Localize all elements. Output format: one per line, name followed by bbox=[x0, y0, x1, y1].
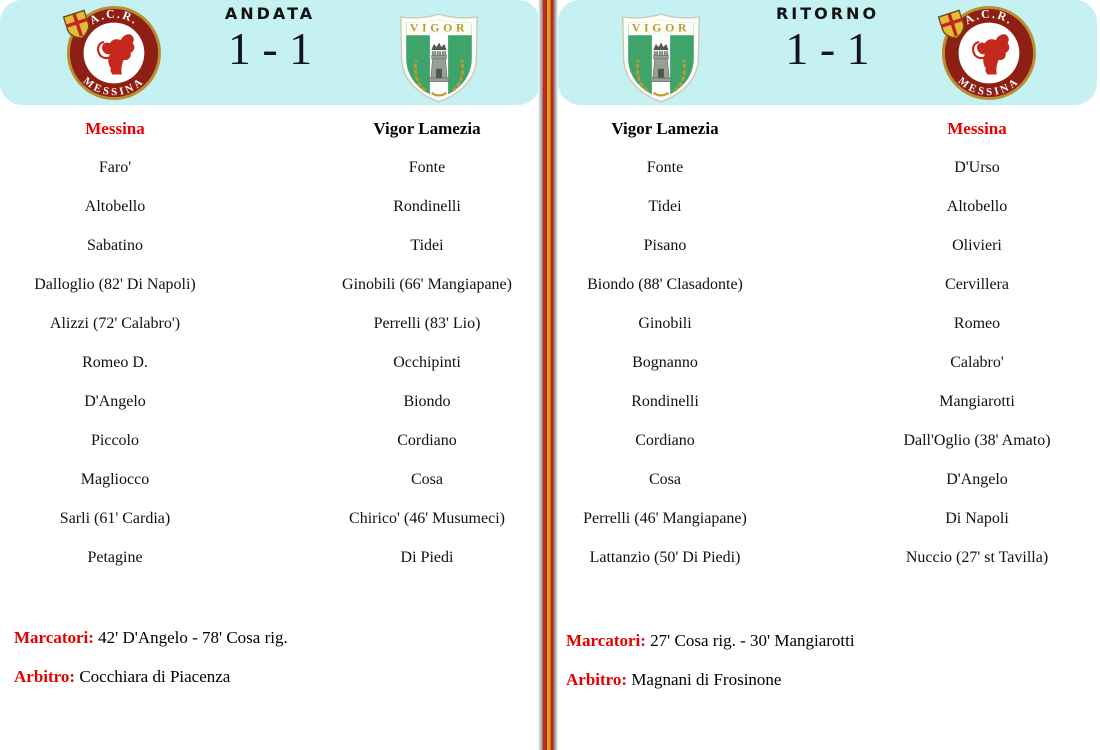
player-name: Bognanno bbox=[632, 353, 698, 371]
andata-vigor-lineup: Vigor Lamezia Fonte Rondinelli Tidei Ginobi… bbox=[306, 109, 548, 577]
team-name-messina: Messina bbox=[947, 118, 1007, 138]
player-name: Biondo (88' Clasadonte) bbox=[587, 275, 743, 293]
player-list: Fonte Tidei Pisano Biondo (88' Clasadonte) G… bbox=[550, 148, 780, 577]
player-name: Alizzi (72' Calabro') bbox=[49, 314, 181, 332]
player-name: Fonte bbox=[408, 158, 446, 176]
ritorno-title: RITORNO bbox=[775, 4, 880, 23]
player-name: Piccolo bbox=[91, 431, 139, 449]
player-name: D'Angelo bbox=[84, 392, 146, 410]
player-name: Altobello bbox=[946, 197, 1008, 215]
player-name: Di Napoli bbox=[945, 509, 1009, 527]
player-name: Petagine bbox=[87, 548, 143, 566]
vigor-laurel bbox=[635, 59, 687, 97]
player-name: Cosa bbox=[411, 470, 443, 488]
player-name: Tidei bbox=[648, 197, 682, 215]
player-name: Olivieri bbox=[952, 236, 1002, 254]
player-name: Ginobili bbox=[638, 314, 692, 332]
player-name: Cervillera bbox=[945, 275, 1009, 293]
player-name: D'Urso bbox=[954, 158, 1000, 176]
arbitro-value: Cocchiara di Piacenza bbox=[79, 667, 231, 686]
marcatori-value: 27' Cosa rig. - 30' Mangiarotti bbox=[650, 631, 855, 650]
player-name: Calabro' bbox=[950, 353, 1004, 371]
player-list: D'Urso Altobello Olivieri Cervillera Romeo Ca… bbox=[856, 148, 1098, 577]
player-name: Romeo bbox=[953, 314, 1001, 332]
marcatori-line: Marcatori: 42' D'Angelo - 78' Cosa rig. bbox=[14, 627, 288, 649]
center-ribbon-divider bbox=[538, 0, 558, 750]
match-ritorno-panel: VIGOR RITORNO 1 - 1 bbox=[550, 0, 1100, 750]
marcatori-line: Marcatori: 27' Cosa rig. - 30' Mangiarot… bbox=[566, 630, 855, 652]
messina-city-shield bbox=[62, 9, 90, 39]
ritorno-notes: Marcatori: 27' Cosa rig. - 30' Mangiarot… bbox=[566, 630, 855, 708]
messina-city-shield bbox=[937, 9, 965, 39]
vigor-crest-icon: VIGOR bbox=[400, 13, 478, 103]
player-name: Ginobili (66' Mangiapane) bbox=[342, 275, 512, 293]
svg-text:VIGOR: VIGOR bbox=[632, 21, 690, 35]
vigor-crown bbox=[653, 42, 669, 51]
player-name: Tidei bbox=[410, 236, 444, 254]
andata-notes: Marcatori: 42' D'Angelo - 78' Cosa rig. … bbox=[14, 627, 288, 705]
arbitro-label: Arbitro: bbox=[566, 670, 628, 689]
ritorno-vigor-lineup: Vigor Lamezia Fonte Tidei Pisano Biondo (88… bbox=[550, 109, 780, 577]
player-name: Rondinelli bbox=[631, 392, 699, 410]
player-name: Fonte bbox=[646, 158, 684, 176]
player-name: Faro' bbox=[98, 158, 132, 176]
player-name: Perrelli (83' Lio) bbox=[373, 314, 481, 332]
player-name: Cordiano bbox=[397, 431, 457, 449]
messina-crest-icon: A.C.R. MESSINA bbox=[62, 5, 161, 101]
player-list: Faro' Altobello Sabatino Dalloglio (82' Di … bbox=[0, 148, 230, 577]
player-name: Lattanzio (50' Di Piedi) bbox=[589, 548, 741, 566]
player-name: Dalloglio (82' Di Napoli) bbox=[34, 275, 196, 293]
player-list: Fonte Rondinelli Tidei Ginobili (66' Mangia… bbox=[306, 148, 548, 577]
player-name: Cosa bbox=[649, 470, 681, 488]
player-name: Altobello bbox=[84, 197, 146, 215]
messina-crest-icon: A.C.R. MESSINA bbox=[937, 5, 1036, 101]
player-name: Sabatino bbox=[87, 236, 143, 254]
arbitro-value: Magnani di Frosinone bbox=[631, 670, 782, 689]
andata-scorebox: ANDATA 1 - 1 bbox=[225, 4, 315, 72]
vigor-tower bbox=[650, 51, 672, 82]
vigor-crest-icon: VIGOR bbox=[622, 13, 700, 103]
player-name: Occhipinti bbox=[393, 353, 461, 371]
player-name: Cordiano bbox=[635, 431, 695, 449]
messina-lion-emblem bbox=[97, 34, 135, 75]
messina-lion-emblem bbox=[972, 34, 1010, 75]
ritorno-header-band: VIGOR RITORNO 1 - 1 bbox=[558, 0, 1097, 105]
player-name: Dall'Oglio (38' Amato) bbox=[903, 431, 1051, 449]
team-name-messina: Messina bbox=[85, 118, 145, 138]
andata-messina-lineup: Messina Faro' Altobello Sabatino Dalloglio … bbox=[0, 109, 230, 577]
player-name: Nuccio (27' st Tavilla) bbox=[905, 548, 1049, 566]
andata-header-band: A.C.R. MESSINA ANDATA 1 - 1 bbox=[0, 0, 540, 105]
marcatori-label: Marcatori: bbox=[566, 631, 646, 650]
arbitro-line: Arbitro: Cocchiara di Piacenza bbox=[14, 666, 288, 688]
team-name-vigor-lamezia: Vigor Lamezia bbox=[611, 118, 719, 138]
vigor-crown bbox=[431, 42, 447, 51]
player-name: Chirico' (46' Musumeci) bbox=[349, 509, 505, 527]
player-name: Romeo D. bbox=[82, 353, 148, 371]
player-name: Magliocco bbox=[80, 470, 150, 488]
vigor-tower bbox=[428, 51, 450, 82]
player-name: Mangiarotti bbox=[939, 392, 1015, 410]
player-name: Perrelli (46' Mangiapane) bbox=[583, 509, 747, 527]
arbitro-line: Arbitro: Magnani di Frosinone bbox=[566, 669, 855, 691]
team-name-vigor-lamezia: Vigor Lamezia bbox=[373, 118, 481, 138]
ritorno-score: 1 - 1 bbox=[785, 23, 870, 74]
player-name: Pisano bbox=[643, 236, 687, 254]
arbitro-label: Arbitro: bbox=[14, 667, 76, 686]
player-name: Sarli (61' Cardia) bbox=[59, 509, 171, 527]
andata-score: 1 - 1 bbox=[227, 23, 313, 74]
marcatori-value: 42' D'Angelo - 78' Cosa rig. bbox=[98, 628, 288, 647]
player-name: Di Piedi bbox=[400, 548, 454, 566]
svg-text:VIGOR: VIGOR bbox=[410, 21, 468, 35]
player-name: D'Angelo bbox=[946, 470, 1008, 488]
ritorno-messina-lineup: Messina D'Urso Altobello Olivieri Cerviller… bbox=[856, 109, 1098, 577]
match-andata-panel: A.C.R. MESSINA ANDATA 1 - 1 bbox=[0, 0, 548, 705]
svg-text:A.C.R.: A.C.R. bbox=[87, 7, 141, 27]
player-name: Rondinelli bbox=[393, 197, 461, 215]
vigor-laurel bbox=[413, 59, 465, 97]
ritorno-scorebox: RITORNO 1 - 1 bbox=[776, 4, 879, 72]
andata-title: ANDATA bbox=[224, 4, 316, 23]
player-name: Biondo bbox=[403, 392, 451, 410]
marcatori-label: Marcatori: bbox=[14, 628, 94, 647]
svg-text:A.C.R.: A.C.R. bbox=[962, 7, 1016, 27]
